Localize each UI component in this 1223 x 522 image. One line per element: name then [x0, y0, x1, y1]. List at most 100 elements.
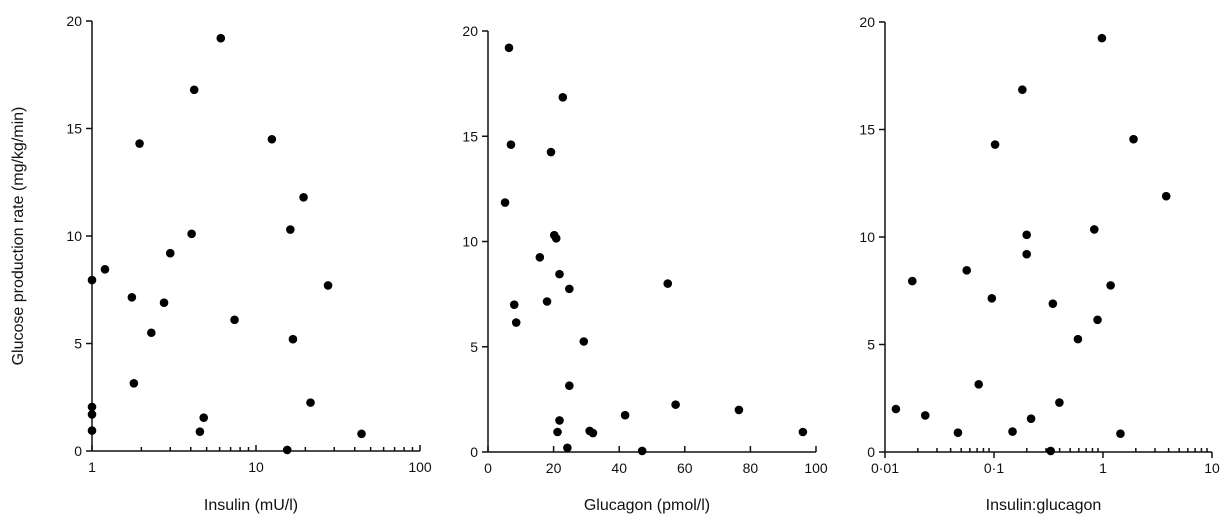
glucagon-data-point — [671, 400, 680, 409]
ratio-data-point — [1161, 191, 1171, 201]
insulin-y-tick-label: 15 — [66, 121, 82, 137]
ratio-y-tick-label: 0 — [867, 444, 875, 460]
glucagon-x-tick-label: 0 — [484, 460, 492, 476]
ratio-y-tick-label: 15 — [859, 122, 875, 138]
glucagon-data-point — [535, 252, 545, 262]
glucagon-y-tick-label: 20 — [462, 23, 478, 39]
insulin-x-axis-title: Insulin (mU/l) — [204, 497, 298, 514]
insulin-data-point — [199, 413, 209, 422]
insulin-data-point — [129, 378, 139, 388]
glucagon-data-point — [542, 297, 552, 306]
insulin-data-point — [323, 281, 333, 290]
glucagon-y-tick-label: 10 — [462, 234, 478, 250]
glucagon-data-point — [509, 300, 519, 309]
glucagon-data-point — [588, 428, 598, 438]
insulin-data-point — [87, 402, 97, 412]
glucagon-data-point — [565, 381, 574, 390]
panel-insulin-scatter: 0 5 10 15 20 1 10 100 Insulin (mU/l) Glucose prod… — [10, 13, 432, 514]
ratio-y-tick-label: 5 — [867, 337, 875, 353]
insulin-y-tick-label: 5 — [74, 336, 82, 352]
insulin-data-point — [189, 85, 199, 95]
glucagon-data-point — [511, 318, 521, 327]
glucagon-data-point — [553, 427, 562, 437]
ratio-y-tick-label: 20 — [859, 14, 875, 30]
glucagon-data-point — [663, 279, 673, 288]
ratio-data-point — [1018, 85, 1027, 95]
insulin-data-point — [135, 139, 144, 148]
ratio-data-point — [987, 293, 997, 303]
ratio-data-point — [1073, 334, 1083, 344]
glucagon-data-point — [500, 198, 510, 207]
ratio-data-point — [1116, 429, 1125, 439]
insulin-data-point — [230, 315, 239, 325]
glucagon-y-tick-label: 5 — [470, 339, 478, 355]
ratio-data-point — [990, 140, 1000, 149]
glucagon-data-point — [551, 234, 561, 243]
insulin-y-tick-label: 20 — [66, 13, 82, 29]
ratio-x-tick-label: 0·1 — [984, 460, 1004, 476]
insulin-x-tick-label: 10 — [248, 459, 264, 475]
ratio-data-point — [953, 428, 963, 437]
glucagon-data-point — [558, 93, 568, 102]
ratio-x-tick-label: 10 — [1204, 460, 1220, 476]
ratio-data-point — [1048, 299, 1058, 308]
insulin-data-point — [87, 275, 97, 285]
ratio-data-point — [1022, 230, 1031, 240]
insulin-data-point — [306, 398, 315, 407]
insulin-data-point — [87, 426, 97, 435]
glucagon-data-point — [555, 416, 564, 425]
glucagon-data-point — [734, 405, 744, 415]
insulin-data-point — [267, 134, 277, 144]
glucagon-x-tick-label: 80 — [743, 460, 759, 476]
insulin-x-tick-label: 1 — [88, 459, 96, 475]
ratio-data-point — [1008, 427, 1017, 436]
insulin-data-point — [216, 33, 226, 43]
insulin-y-tick-label: 10 — [66, 228, 82, 244]
ratio-data-point — [974, 379, 984, 389]
insulin-data-point — [195, 427, 205, 436]
glucagon-data-point — [555, 269, 564, 279]
ratio-data-point — [1089, 225, 1099, 234]
glucagon-data-point — [565, 284, 574, 294]
glucagon-data-point — [579, 337, 589, 346]
glucagon-x-tick-label: 60 — [677, 460, 693, 476]
ratio-x-tick-label: 1 — [1099, 460, 1107, 476]
glucagon-data-point — [620, 410, 630, 420]
ratio-x-axis-title: Insulin:glucagon — [986, 497, 1102, 514]
insulin-data-point — [147, 328, 156, 338]
ratio-data-point — [1055, 398, 1064, 407]
glucagon-x-axis-title: Glucagon (pmol/l) — [584, 497, 710, 514]
insulin-data-point — [87, 410, 97, 419]
insulin-y-axis-title: Glucose production rate (mg/kg/min) — [10, 107, 27, 366]
ratio-data-point — [1022, 249, 1031, 259]
glucagon-data-point — [563, 443, 572, 453]
glucagon-x-tick-label: 40 — [611, 460, 627, 476]
ratio-data-point — [1093, 315, 1102, 325]
insulin-data-point — [288, 334, 298, 344]
ratio-data-point — [920, 411, 930, 420]
ratio-data-point — [1129, 134, 1138, 144]
insulin-y-tick-label: 0 — [74, 443, 82, 459]
panel-glucagon-scatter: 0 5 10 15 20 0 20 40 60 80 100 Glucagon (pmol/l) — [462, 23, 827, 514]
glucagon-data-point — [506, 140, 516, 149]
glucagon-data-point — [546, 147, 556, 157]
insulin-data-point — [282, 445, 292, 455]
insulin-data-point — [286, 225, 295, 234]
glucagon-data-point — [637, 446, 647, 456]
ratio-data-point — [907, 276, 917, 286]
insulin-data-point — [165, 248, 175, 258]
ratio-x-tick-label: 0·01 — [871, 460, 899, 476]
ratio-y-tick-label: 10 — [859, 229, 875, 245]
glucagon-data-point — [798, 427, 808, 437]
glucagon-y-tick-label: 0 — [470, 444, 478, 460]
ratio-data-point — [1046, 446, 1055, 456]
insulin-data-point — [127, 292, 137, 302]
ratio-data-point — [1026, 414, 1036, 423]
insulin-data-point — [159, 298, 169, 307]
glucagon-x-tick-label: 20 — [546, 460, 562, 476]
ratio-data-point — [1106, 281, 1115, 290]
insulin-x-tick-label: 100 — [408, 459, 432, 475]
insulin-data-point — [299, 193, 308, 202]
panel-insulin-glucagon-ratio-scatter: 0 5 10 15 20 0·01 0·1 1 10 Insulin:glucagon — [859, 14, 1220, 514]
